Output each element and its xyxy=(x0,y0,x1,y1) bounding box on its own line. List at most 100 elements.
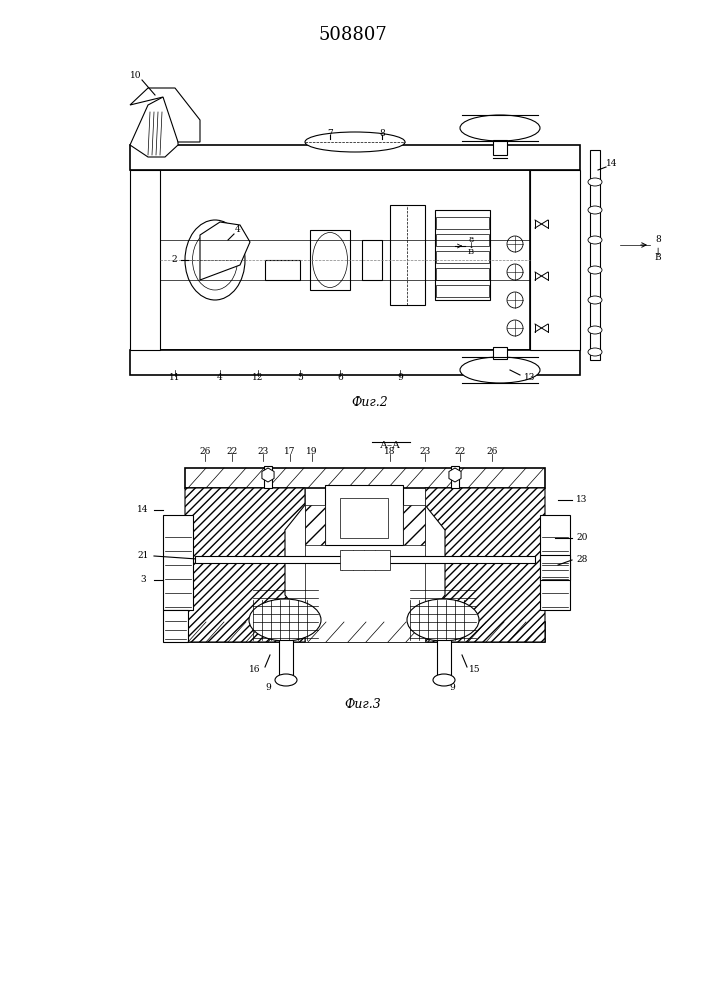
Text: B: B xyxy=(468,248,474,256)
Text: 23: 23 xyxy=(257,448,269,456)
Text: B: B xyxy=(655,253,661,262)
Ellipse shape xyxy=(588,178,602,186)
Bar xyxy=(163,515,193,610)
Text: 4: 4 xyxy=(235,226,241,234)
Ellipse shape xyxy=(185,220,245,300)
Bar xyxy=(130,170,160,350)
Ellipse shape xyxy=(588,326,602,334)
Text: ↓: ↓ xyxy=(654,247,662,256)
Ellipse shape xyxy=(433,674,455,686)
Text: 10: 10 xyxy=(130,72,141,81)
Polygon shape xyxy=(200,222,250,280)
Ellipse shape xyxy=(588,296,602,304)
Text: 17: 17 xyxy=(284,448,296,456)
Text: 9: 9 xyxy=(449,684,455,692)
Bar xyxy=(436,234,489,246)
Text: 23: 23 xyxy=(419,448,431,456)
Bar xyxy=(451,466,459,488)
Bar xyxy=(264,466,272,488)
Bar xyxy=(590,150,600,360)
Bar xyxy=(540,515,570,610)
Text: 16: 16 xyxy=(250,666,261,674)
Ellipse shape xyxy=(460,357,540,383)
Text: 12: 12 xyxy=(252,373,264,382)
Text: 5: 5 xyxy=(297,373,303,382)
Text: 11: 11 xyxy=(169,373,181,382)
Polygon shape xyxy=(425,488,545,642)
Text: 26: 26 xyxy=(199,448,211,456)
Text: 9: 9 xyxy=(397,373,403,382)
Polygon shape xyxy=(130,97,178,157)
Ellipse shape xyxy=(460,115,540,141)
Ellipse shape xyxy=(312,232,348,288)
Text: 3: 3 xyxy=(140,576,146,584)
Ellipse shape xyxy=(275,674,297,686)
Text: Фиг.2: Фиг.2 xyxy=(351,395,388,408)
Bar xyxy=(130,145,580,170)
Bar xyxy=(362,240,382,280)
Bar xyxy=(436,217,489,229)
Ellipse shape xyxy=(407,599,479,641)
Ellipse shape xyxy=(588,266,602,274)
Bar xyxy=(435,210,490,300)
Bar xyxy=(130,350,580,375)
Text: 21: 21 xyxy=(137,552,148,560)
Bar xyxy=(530,170,580,350)
Bar xyxy=(265,260,300,280)
Text: 2: 2 xyxy=(171,255,177,264)
Polygon shape xyxy=(185,488,305,642)
Ellipse shape xyxy=(588,236,602,244)
Text: 508807: 508807 xyxy=(319,26,387,44)
Bar xyxy=(340,550,390,570)
Bar xyxy=(436,251,489,263)
Text: Фиг.3: Фиг.3 xyxy=(344,698,381,710)
Bar xyxy=(195,556,535,563)
Text: 20: 20 xyxy=(576,534,588,542)
Bar xyxy=(305,488,425,642)
Bar xyxy=(340,498,388,538)
Ellipse shape xyxy=(588,206,602,214)
Ellipse shape xyxy=(249,599,321,641)
Text: А–А: А–А xyxy=(380,440,400,450)
Bar xyxy=(493,140,507,155)
Text: 13: 13 xyxy=(576,495,588,504)
Polygon shape xyxy=(403,505,425,545)
Bar xyxy=(325,485,403,545)
Bar xyxy=(310,230,350,290)
Text: 13: 13 xyxy=(525,373,536,382)
Bar xyxy=(436,268,489,280)
Bar xyxy=(160,170,530,350)
Text: 8: 8 xyxy=(379,128,385,137)
Bar xyxy=(163,610,188,642)
Text: 26: 26 xyxy=(486,448,498,456)
Ellipse shape xyxy=(507,292,523,308)
Bar xyxy=(185,468,545,488)
Text: 9: 9 xyxy=(265,684,271,692)
Text: 8: 8 xyxy=(655,235,661,244)
Ellipse shape xyxy=(507,236,523,252)
Ellipse shape xyxy=(305,132,405,152)
Ellipse shape xyxy=(192,230,238,290)
Text: 28: 28 xyxy=(576,556,588,564)
Text: 22: 22 xyxy=(226,448,238,456)
Text: 4: 4 xyxy=(217,373,223,382)
Text: 14: 14 xyxy=(606,159,618,168)
Ellipse shape xyxy=(588,348,602,356)
Ellipse shape xyxy=(507,320,523,336)
Text: 15: 15 xyxy=(469,666,481,674)
Text: 19: 19 xyxy=(306,448,317,456)
Polygon shape xyxy=(130,88,200,142)
Bar xyxy=(493,347,507,359)
Ellipse shape xyxy=(507,264,523,280)
Text: 7: 7 xyxy=(327,128,333,137)
Bar xyxy=(390,205,425,305)
Bar xyxy=(185,622,545,642)
Text: 8: 8 xyxy=(468,236,474,244)
Text: 22: 22 xyxy=(455,448,466,456)
Text: 6: 6 xyxy=(337,373,343,382)
Text: 14: 14 xyxy=(137,506,148,514)
Text: ↓: ↓ xyxy=(467,242,474,250)
Bar xyxy=(540,555,570,580)
Bar xyxy=(436,285,489,297)
Polygon shape xyxy=(305,505,325,545)
